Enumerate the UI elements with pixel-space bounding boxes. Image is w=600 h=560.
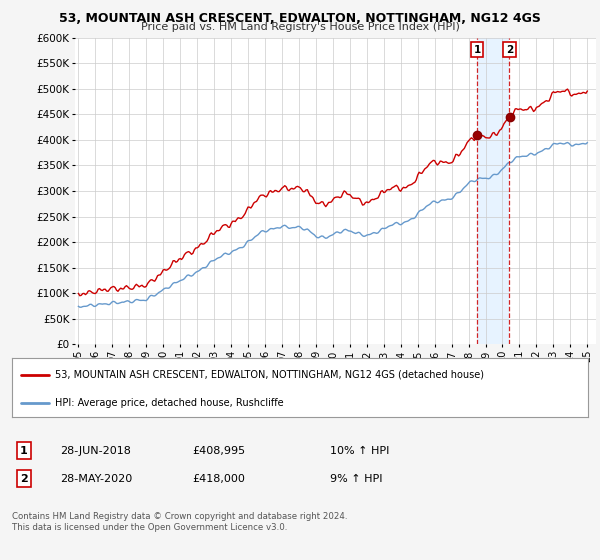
Text: 9% ↑ HPI: 9% ↑ HPI [330,474,383,484]
Text: 10% ↑ HPI: 10% ↑ HPI [330,446,389,456]
Text: 28-JUN-2018: 28-JUN-2018 [60,446,131,456]
Text: Price paid vs. HM Land Registry's House Price Index (HPI): Price paid vs. HM Land Registry's House … [140,22,460,32]
Text: 2: 2 [20,474,28,484]
Text: 1: 1 [473,45,481,55]
Bar [477,38,509,344]
Text: HPI: Average price, detached house, Rushcliffe: HPI: Average price, detached house, Rush… [55,398,284,408]
Text: 53, MOUNTAIN ASH CRESCENT, EDWALTON, NOTTINGHAM, NG12 4GS (detached house): 53, MOUNTAIN ASH CRESCENT, EDWALTON, NOT… [55,370,484,380]
Text: Contains HM Land Registry data © Crown copyright and database right 2024.
This d: Contains HM Land Registry data © Crown c… [12,512,347,532]
Text: 2: 2 [506,45,513,55]
Text: £408,995: £408,995 [192,446,245,456]
Text: 1: 1 [20,446,28,456]
Text: 53, MOUNTAIN ASH CRESCENT, EDWALTON, NOTTINGHAM, NG12 4GS: 53, MOUNTAIN ASH CRESCENT, EDWALTON, NOT… [59,12,541,25]
Text: £418,000: £418,000 [192,474,245,484]
Text: 28-MAY-2020: 28-MAY-2020 [60,474,132,484]
